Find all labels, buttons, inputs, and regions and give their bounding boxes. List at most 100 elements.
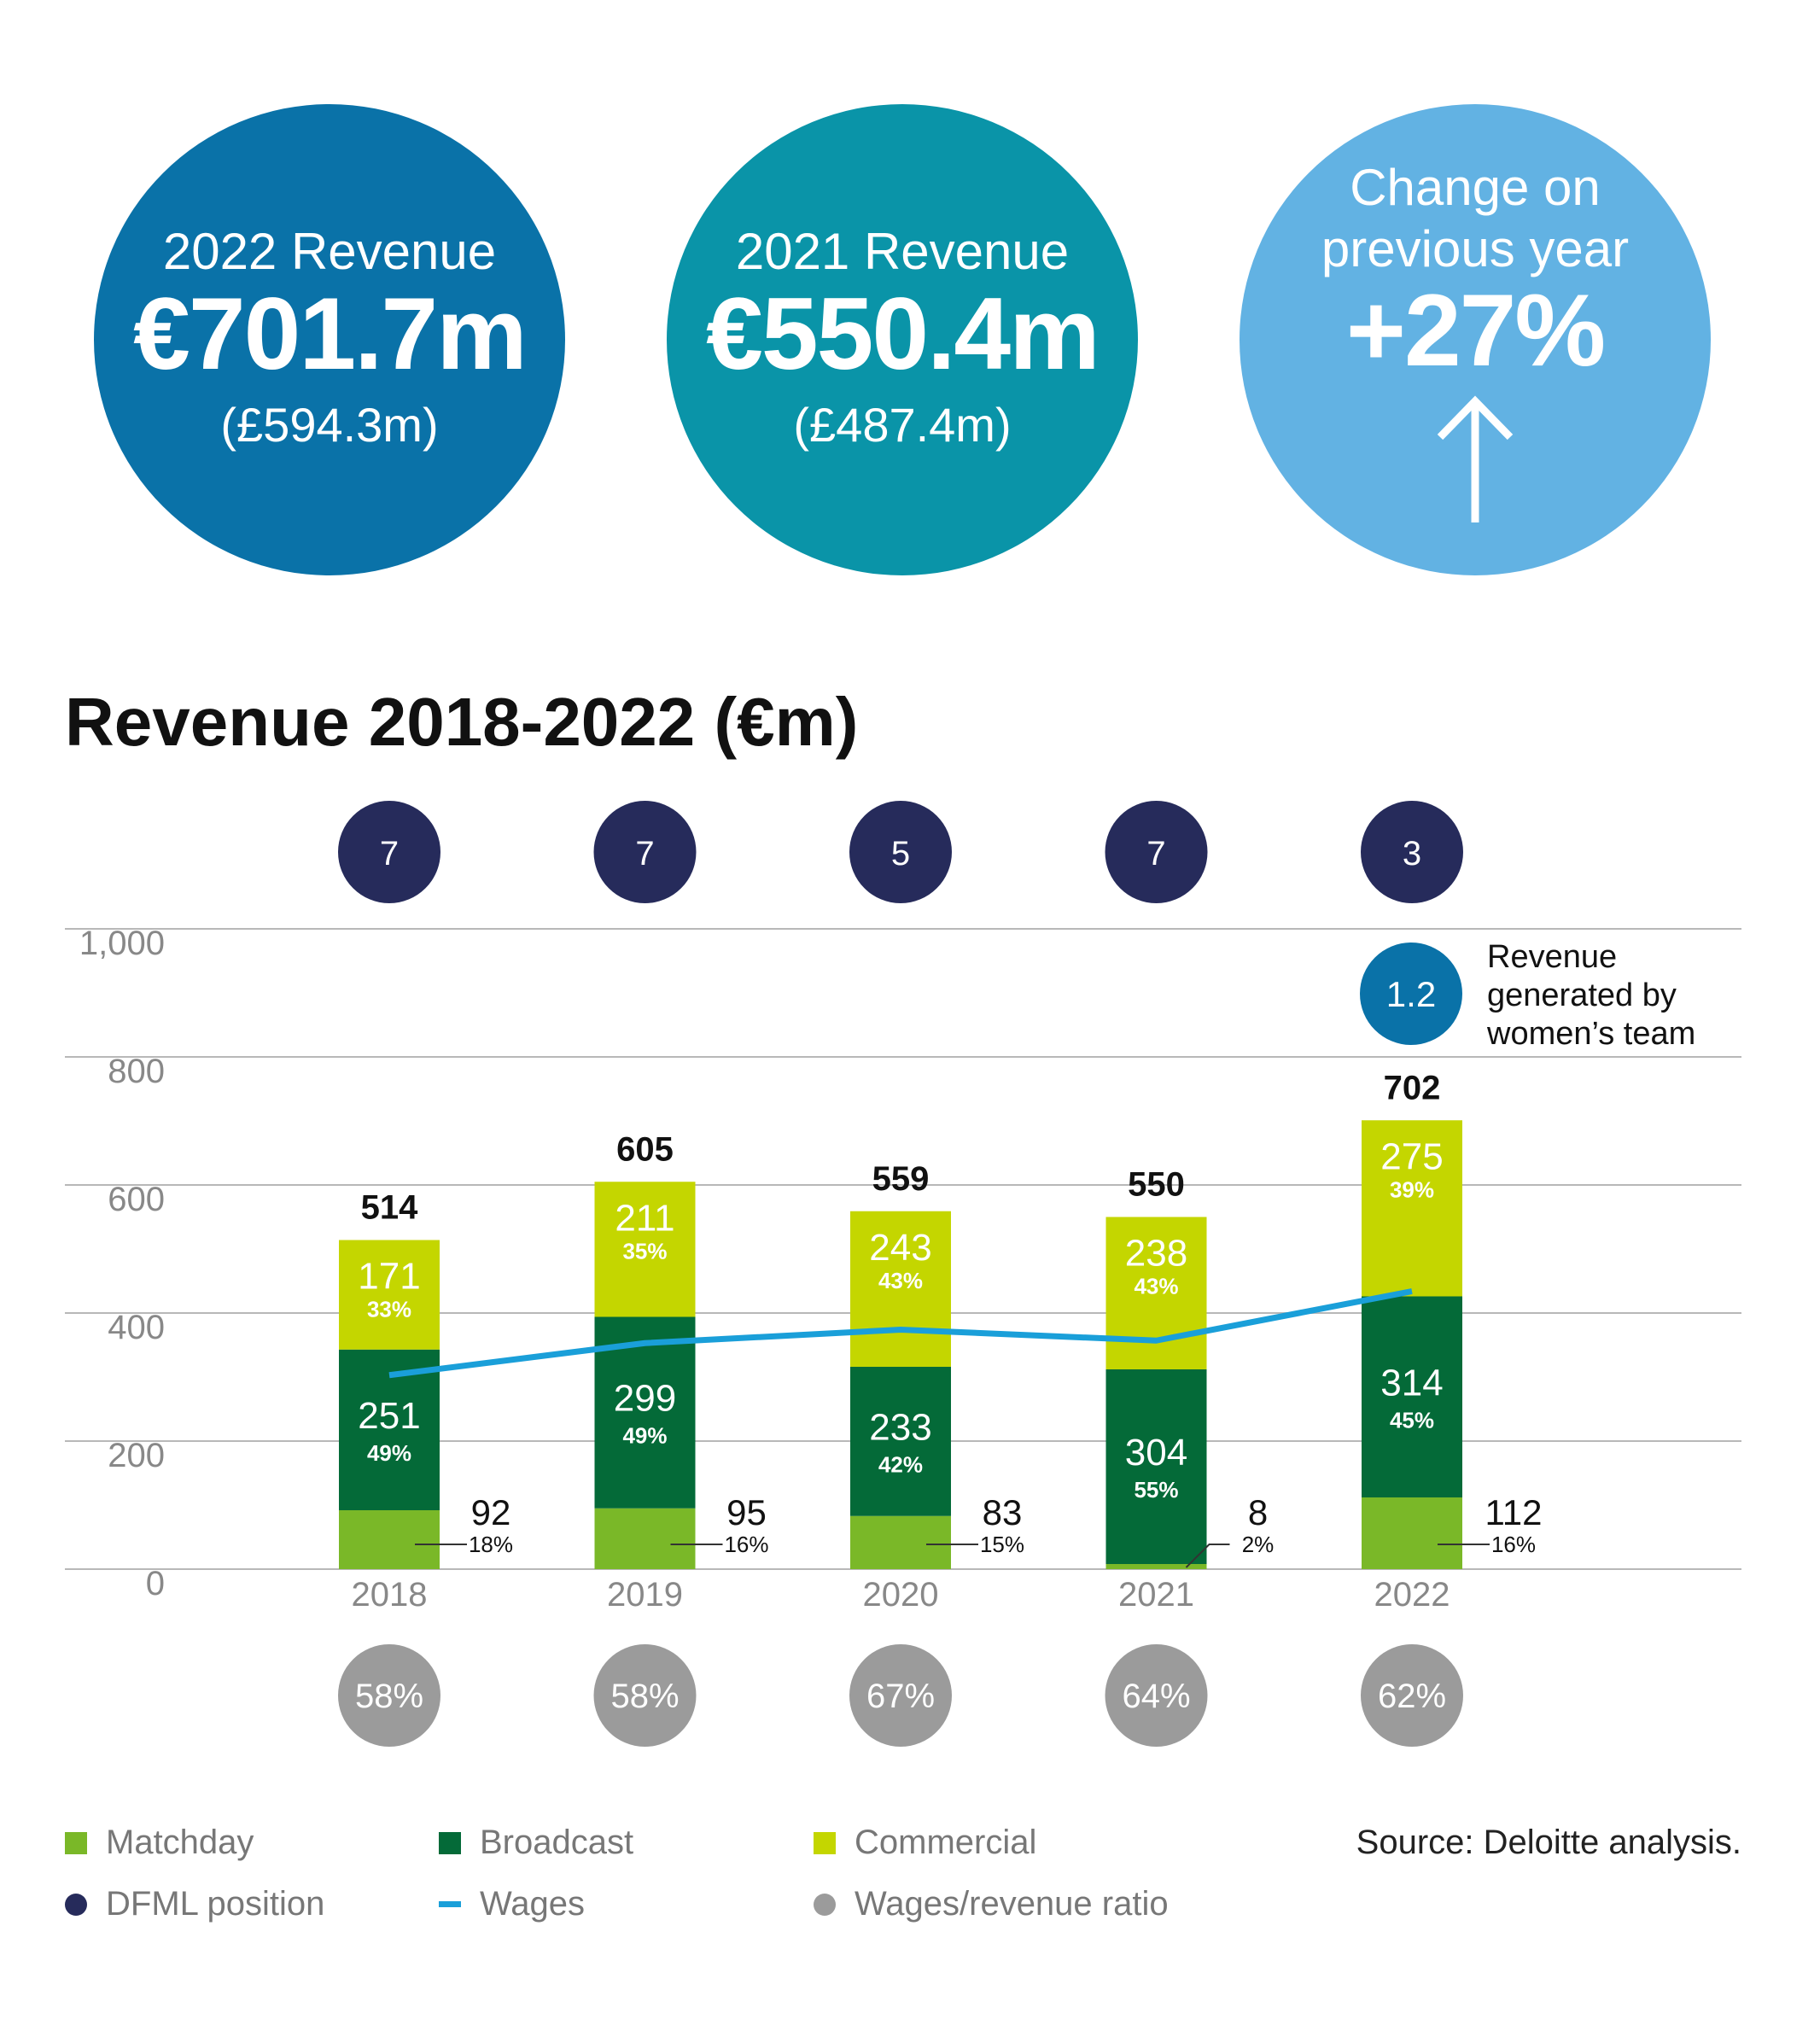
matchday-pct-label: 18%	[469, 1532, 513, 1557]
kpi-value: €701.7m	[133, 277, 528, 391]
legend-label: Matchday	[106, 1824, 254, 1861]
total-value-label: 605	[616, 1130, 674, 1168]
ratio-label: 62%	[1378, 1678, 1446, 1715]
bar-broadcast	[1105, 1369, 1207, 1564]
women-team-circle	[1360, 943, 1462, 1045]
ratio-label: 58%	[610, 1678, 679, 1715]
legend-matchday: Matchday	[65, 1824, 254, 1862]
x-tick-label: 2020	[863, 1576, 939, 1614]
matchday-value-label: 92	[471, 1492, 511, 1532]
matchday-pct-label: 16%	[724, 1532, 768, 1557]
kpi-2021-revenue: 2021 Revenue €550.4m (£487.4m)	[667, 104, 1138, 575]
legend-commercial: Commercial	[814, 1824, 1036, 1862]
commercial-value-label: 238	[1125, 1233, 1187, 1275]
women-team-callout: 1.2 Revenue generated by women’s team	[1360, 939, 1695, 1052]
broadcast-pct-label: 45%	[1390, 1407, 1434, 1433]
total-value-label: 559	[872, 1160, 930, 1198]
bar-broadcast	[850, 1367, 951, 1516]
legend-wages-revenue-ratio: Wages/revenue ratio	[814, 1885, 1169, 1923]
legend-label: DFML position	[106, 1885, 325, 1923]
source-note: Source: Deloitte analysis.	[1356, 1824, 1741, 1861]
total-value-label: 550	[1128, 1166, 1185, 1204]
chart-title: Revenue 2018-2022 (€m)	[65, 684, 859, 760]
broadcast-value-label: 304	[1125, 1432, 1187, 1474]
dfml-position-label: 3	[1403, 835, 1421, 873]
dfml-position-label: 7	[380, 835, 399, 873]
kpi-sub-value: (£594.3m)	[220, 398, 439, 452]
matchday-value-label: 83	[983, 1492, 1023, 1532]
dfml-position-circle	[593, 801, 697, 903]
legend-label: Wages/revenue ratio	[855, 1885, 1169, 1923]
kpi-title: 2021 Revenue	[735, 223, 1070, 280]
commercial-value-label: 211	[615, 1197, 674, 1239]
broadcast-value-label: 314	[1380, 1362, 1443, 1404]
kpi-title: 2022 Revenue	[162, 223, 497, 280]
ratio-circle	[1361, 1644, 1463, 1747]
wages-line-path	[388, 1288, 1413, 1379]
women-team-label-line1: Revenue	[1487, 939, 1617, 975]
commercial-pct-label: 35%	[622, 1238, 667, 1264]
broadcast-value-label: 299	[614, 1378, 676, 1420]
matchday-swatch	[65, 1831, 87, 1854]
broadcast-swatch	[439, 1831, 461, 1854]
matchday-pct-label: 15%	[980, 1532, 1024, 1557]
dfml-position-circle	[338, 801, 440, 903]
bar-commercial	[1105, 1217, 1207, 1369]
ratio-label: 58%	[355, 1678, 423, 1715]
dfml-position-circle	[1361, 801, 1463, 903]
matchday-pct-label: 16%	[1491, 1532, 1536, 1557]
total-value-label: 514	[361, 1189, 418, 1227]
dfml-positions: 7 7 5 7 3	[338, 801, 1463, 903]
data-labels: 25149%17133%5149218%29949%21135%6059516%…	[358, 1069, 1542, 1568]
ratio-circle	[849, 1644, 952, 1747]
bar-broadcast	[339, 1349, 440, 1510]
commercial-pct-label: 43%	[1134, 1274, 1178, 1299]
women-team-label-line2: generated by	[1487, 978, 1677, 1013]
kpi-title-line1: Change on	[1350, 159, 1601, 216]
x-tick-label: 2022	[1374, 1576, 1450, 1614]
x-tick-label: 2021	[1118, 1576, 1194, 1614]
kpi-title-line2: previous year	[1321, 220, 1630, 277]
y-tick-label: 600	[108, 1181, 165, 1218]
ratio-circle	[593, 1644, 697, 1747]
y-tick-label: 800	[108, 1053, 165, 1090]
dfml-position-label: 7	[635, 835, 654, 873]
kpi-sub-value: (£487.4m)	[793, 398, 1012, 452]
x-tick-label: 2019	[607, 1576, 683, 1614]
x-tick-label: 2018	[352, 1576, 428, 1614]
bar-commercial	[339, 1240, 440, 1350]
dfml-position-label: 5	[891, 835, 910, 873]
bar-commercial	[1362, 1120, 1462, 1297]
dfml-position-circle	[849, 801, 952, 903]
dfml-position-label: 7	[1146, 835, 1165, 873]
legend-broadcast: Broadcast	[439, 1824, 633, 1862]
bar-broadcast	[1362, 1296, 1462, 1497]
bars	[339, 1120, 1462, 1569]
broadcast-pct-label: 49%	[622, 1423, 667, 1449]
ratio-label: 67%	[866, 1678, 935, 1715]
matchday-leader-line	[1185, 1544, 1230, 1568]
commercial-value-label: 171	[358, 1256, 420, 1298]
dfml-position-marker	[65, 1893, 87, 1916]
bar-matchday	[1362, 1497, 1462, 1569]
wages-revenue-ratios: 58% 58% 67% 64% 62%	[338, 1644, 1463, 1747]
x-axis-labels: 2018 2019 2020 2021 2022	[352, 1576, 1450, 1614]
legend-wages: Wages	[439, 1885, 585, 1923]
kpi-change-on-previous-year: Change on previous year +27%	[1240, 104, 1711, 575]
wages-marker	[439, 1901, 461, 1907]
kpi-2022-revenue: 2022 Revenue €701.7m (£594.3m)	[94, 104, 565, 575]
bar-matchday	[594, 1508, 696, 1569]
broadcast-value-label: 251	[358, 1395, 420, 1437]
matchday-pct-label: 2%	[1242, 1532, 1275, 1557]
total-value-label: 702	[1384, 1069, 1441, 1106]
commercial-value-label: 243	[869, 1227, 931, 1269]
kpi-value: €550.4m	[706, 277, 1100, 391]
dfml-position-circle	[1105, 801, 1208, 903]
legend-label: Commercial	[855, 1824, 1037, 1861]
ratio-label: 64%	[1122, 1678, 1190, 1715]
legend-dfml-position: DFML position	[65, 1885, 324, 1923]
bar-matchday	[1105, 1564, 1207, 1569]
commercial-pct-label: 43%	[878, 1268, 923, 1293]
up-arrow-icon	[1437, 395, 1514, 522]
